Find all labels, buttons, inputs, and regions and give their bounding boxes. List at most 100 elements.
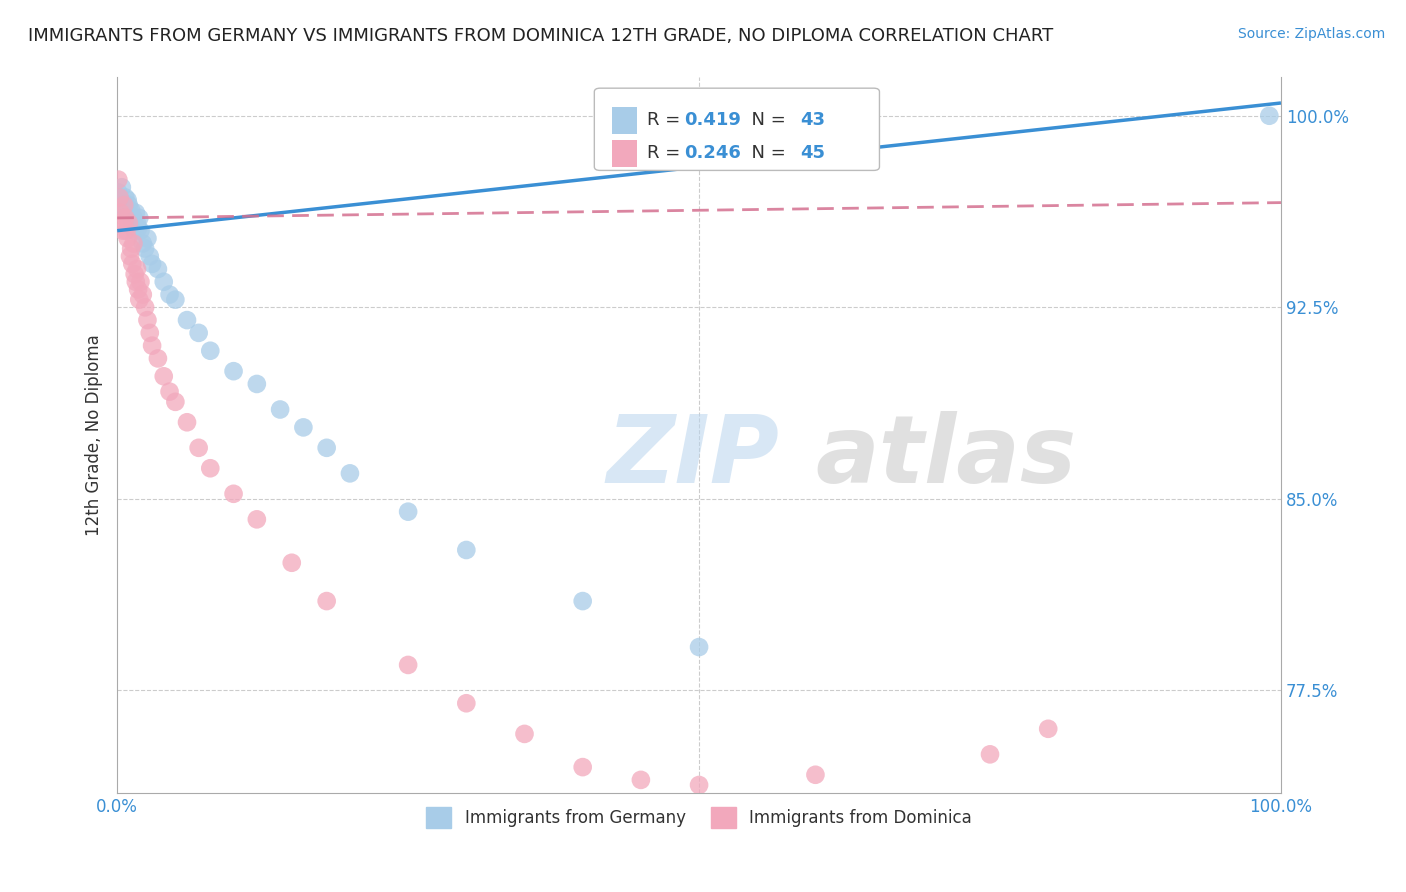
Point (118, 249, 141, 263)
Point (200, 461, 222, 475)
Point (114, 190, 136, 204)
Point (117, 193, 139, 207)
Point (122, 236, 145, 251)
Point (141, 257, 163, 271)
Point (396, 505, 419, 519)
Point (118, 216, 141, 230)
Point (112, 198, 135, 212)
Point (1038, 722, 1060, 736)
Point (152, 275, 174, 289)
Point (134, 301, 156, 315)
Text: Source: ZipAtlas.com: Source: ZipAtlas.com (1237, 27, 1385, 41)
Point (456, 696, 478, 710)
Text: ZIP: ZIP (606, 410, 779, 502)
Point (176, 415, 198, 429)
Point (111, 224, 134, 238)
Point (571, 760, 593, 774)
Point (115, 224, 138, 238)
Text: atlas: atlas (815, 410, 1077, 502)
Text: IMMIGRANTS FROM GERMANY VS IMMIGRANTS FROM DOMINICA 12TH GRADE, NO DIPLOMA CORRE: IMMIGRANTS FROM GERMANY VS IMMIGRANTS FR… (28, 27, 1053, 45)
Point (121, 257, 143, 271)
Point (152, 369, 174, 384)
Point (112, 201, 135, 215)
Point (165, 293, 187, 307)
Bar (612, 140, 637, 167)
Point (159, 384, 181, 399)
Point (339, 467, 361, 481)
Point (688, 640, 710, 654)
Point (281, 556, 304, 570)
Point (134, 242, 156, 256)
Point (315, 594, 337, 608)
Text: R =: R = (647, 112, 686, 129)
Point (124, 224, 146, 238)
Point (108, 190, 131, 204)
Point (125, 206, 148, 220)
Point (115, 203, 138, 218)
Point (456, 543, 478, 558)
Point (804, 768, 827, 782)
Point (125, 275, 148, 289)
Point (132, 287, 155, 301)
Point (128, 293, 150, 307)
Point (108, 190, 131, 204)
Point (146, 351, 169, 366)
Point (222, 364, 245, 378)
Point (125, 216, 148, 230)
Text: 43: 43 (800, 112, 825, 129)
Text: 45: 45 (800, 145, 825, 162)
Text: N =: N = (740, 145, 792, 162)
Text: R =: R = (647, 145, 686, 162)
Point (1258, 109, 1281, 123)
Point (129, 224, 152, 238)
Point (124, 267, 146, 281)
Point (136, 313, 159, 327)
Point (118, 208, 141, 222)
Point (187, 441, 209, 455)
Point (246, 512, 269, 526)
Point (159, 287, 181, 301)
Point (127, 221, 149, 235)
FancyBboxPatch shape (595, 88, 880, 170)
Point (630, 772, 652, 787)
Point (129, 275, 152, 289)
Text: 0.246: 0.246 (683, 145, 741, 162)
Point (571, 594, 593, 608)
Point (110, 198, 132, 212)
Point (117, 231, 139, 245)
Point (176, 313, 198, 327)
Point (120, 203, 142, 218)
Point (200, 343, 222, 358)
Point (118, 198, 141, 212)
Point (315, 441, 337, 455)
Point (222, 487, 245, 501)
Point (513, 727, 536, 741)
Point (128, 211, 150, 225)
Point (107, 186, 129, 200)
Point (979, 747, 1001, 762)
Point (125, 262, 148, 277)
Point (396, 657, 419, 672)
Point (146, 262, 169, 277)
Point (111, 180, 134, 194)
Point (139, 249, 162, 263)
Point (122, 211, 145, 225)
Point (127, 282, 149, 296)
Point (111, 195, 134, 210)
Point (114, 211, 136, 225)
Legend: Immigrants from Germany, Immigrants from Dominica: Immigrants from Germany, Immigrants from… (420, 801, 979, 834)
Bar (612, 107, 637, 134)
Point (246, 376, 269, 391)
Point (107, 172, 129, 186)
Point (132, 236, 155, 251)
Point (111, 216, 134, 230)
Point (688, 778, 710, 792)
Point (110, 206, 132, 220)
Text: 0.419: 0.419 (683, 112, 741, 129)
Point (139, 326, 162, 340)
Text: N =: N = (740, 112, 792, 129)
Point (121, 216, 143, 230)
Point (141, 338, 163, 352)
Y-axis label: 12th Grade, No Diploma: 12th Grade, No Diploma (86, 334, 103, 536)
Point (269, 402, 291, 417)
